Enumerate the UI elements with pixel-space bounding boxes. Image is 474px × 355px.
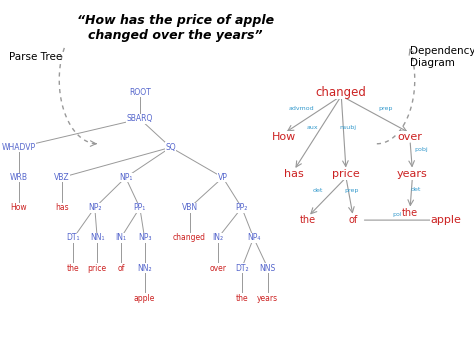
Text: NP₁: NP₁ xyxy=(119,173,132,182)
Text: pobj: pobj xyxy=(415,147,428,152)
Text: the: the xyxy=(67,263,80,273)
Text: DT₂: DT₂ xyxy=(235,263,248,273)
Text: PP₁: PP₁ xyxy=(134,203,146,212)
Text: changed: changed xyxy=(316,86,367,99)
Text: the: the xyxy=(236,294,248,303)
Text: over: over xyxy=(398,132,422,142)
Text: advmod: advmod xyxy=(288,106,314,111)
Text: years: years xyxy=(397,169,428,179)
Text: SBARQ: SBARQ xyxy=(127,114,153,124)
Text: How: How xyxy=(272,132,297,142)
Text: prep: prep xyxy=(345,189,359,193)
Text: years: years xyxy=(257,294,278,303)
Text: price: price xyxy=(332,169,360,179)
Text: NN₁: NN₁ xyxy=(90,233,104,242)
Text: ROOT: ROOT xyxy=(129,88,151,97)
Text: apple: apple xyxy=(134,294,155,303)
Text: How: How xyxy=(10,203,27,212)
Text: VBZ: VBZ xyxy=(54,173,69,182)
Text: NNS: NNS xyxy=(260,263,276,273)
Text: nsubj: nsubj xyxy=(339,125,356,130)
Text: det: det xyxy=(312,189,323,193)
Text: DT₁: DT₁ xyxy=(67,233,80,242)
Text: Parse Tree: Parse Tree xyxy=(9,52,63,62)
Text: VBN: VBN xyxy=(182,203,198,212)
Text: NN₂: NN₂ xyxy=(137,263,152,273)
Text: det: det xyxy=(411,187,421,192)
Text: NP₂: NP₂ xyxy=(88,203,101,212)
Text: price: price xyxy=(88,263,107,273)
Text: Dependency
Diagram: Dependency Diagram xyxy=(410,46,474,67)
Text: the: the xyxy=(300,215,316,225)
Text: of: of xyxy=(117,263,125,273)
Text: NP₄: NP₄ xyxy=(247,233,260,242)
Text: IN₂: IN₂ xyxy=(212,233,224,242)
Text: WHADVP: WHADVP xyxy=(2,143,36,152)
Text: VP: VP xyxy=(218,173,228,182)
Text: the: the xyxy=(402,208,418,218)
Text: “How has the price of apple
changed over the years”: “How has the price of apple changed over… xyxy=(77,14,274,42)
Text: has: has xyxy=(55,203,68,212)
Text: SQ: SQ xyxy=(165,143,176,152)
Text: NP₃: NP₃ xyxy=(138,233,151,242)
Text: apple: apple xyxy=(430,215,461,225)
Text: changed: changed xyxy=(173,233,206,242)
Text: pobj: pobj xyxy=(392,212,406,217)
Text: IN₁: IN₁ xyxy=(115,233,127,242)
Text: over: over xyxy=(210,263,227,273)
Text: PP₂: PP₂ xyxy=(236,203,248,212)
Text: has: has xyxy=(284,169,304,179)
Text: aux: aux xyxy=(307,125,319,130)
Text: prep: prep xyxy=(378,106,392,111)
Text: WRB: WRB xyxy=(10,173,28,182)
Text: of: of xyxy=(348,215,358,225)
